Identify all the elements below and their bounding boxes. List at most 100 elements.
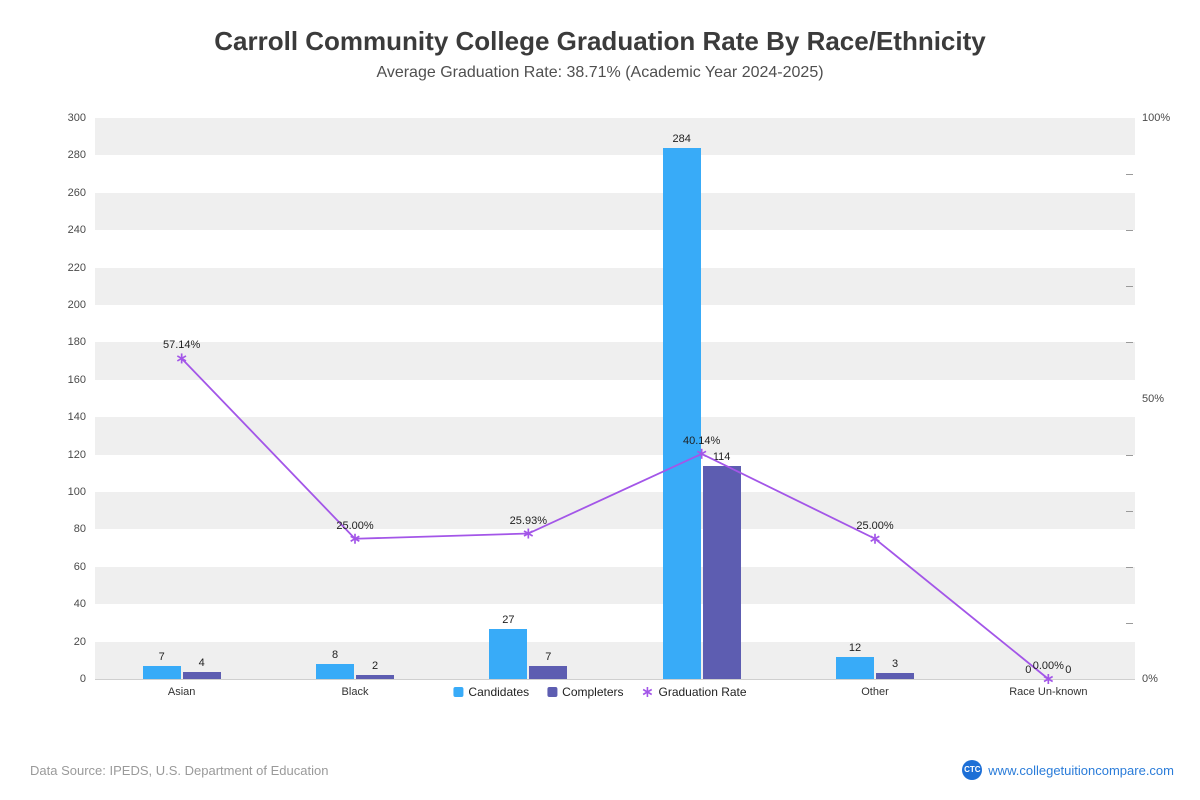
ctc-logo-icon: CTC	[962, 760, 983, 780]
completers-bar	[182, 671, 221, 679]
y-axis-tick-label: 0	[79, 673, 86, 685]
candidates-bar	[489, 628, 528, 679]
category-label: Black	[341, 686, 369, 698]
data-source: Data Source: IPEDS, U.S. Department of E…	[30, 763, 329, 778]
plot-band	[95, 230, 1135, 268]
y-axis-tick-label: 180	[67, 336, 86, 349]
bar-value-label: 8	[331, 649, 339, 662]
graduation-rate-line	[176, 353, 1054, 684]
bar-value-label: 12	[848, 641, 862, 654]
plot-band	[95, 155, 1135, 193]
rate-marker-icon	[176, 355, 187, 362]
category-label: Race Un-known	[1009, 686, 1088, 698]
chart-subtitle: Average Graduation Rate: 38.71% (Academi…	[376, 64, 824, 81]
legend-item-graduation-rate[interactable]: Graduation Rate	[642, 685, 747, 699]
category-label: Asian	[167, 686, 196, 698]
plot-band	[95, 604, 1135, 642]
bar-value-label: 284	[672, 132, 691, 145]
rate-value-label: 57.14%	[163, 339, 201, 352]
pct-axis-tick	[1126, 174, 1133, 176]
rate-marker-icon	[350, 535, 360, 542]
rate-value-label: 25.93%	[509, 514, 547, 527]
legend-item-completers[interactable]: Completers	[547, 685, 624, 699]
candidates-bar	[142, 665, 181, 679]
plot-band	[95, 192, 1135, 231]
rate-value-label: 25.00%	[336, 519, 374, 532]
y-axis-tick-label: 160	[67, 373, 86, 386]
rate-marker-icon	[696, 450, 707, 458]
graduation-rate-marker-icon	[642, 687, 653, 697]
rate-marker-icon	[523, 530, 534, 537]
pct-axis-tick	[1126, 230, 1133, 232]
legend-label-completers: Completers	[562, 685, 624, 699]
plot-band	[95, 379, 1135, 418]
bar-value-label: 7	[158, 650, 165, 663]
pct-axis-tick	[1126, 454, 1133, 456]
legend-item-candidates[interactable]: Candidates	[453, 685, 529, 699]
y-axis-tick-label: 200	[67, 299, 86, 311]
y-axis-tick-label: 220	[67, 261, 86, 274]
pct-axis-label: 100%	[1142, 112, 1171, 124]
pct-axis-tick	[1126, 622, 1133, 624]
candidates-bar	[836, 656, 874, 679]
y-axis-tick-label: 300	[67, 112, 86, 124]
y-axis-tick-label: 260	[67, 186, 86, 199]
category-label: Other	[861, 686, 889, 698]
bar-value-label: 27	[502, 613, 515, 626]
y-axis-tick-label: 40	[73, 598, 86, 611]
candidates-bar	[662, 147, 701, 679]
website-link[interactable]: www.collegetuitioncompare.com	[988, 762, 1174, 778]
bar-value-label: 114	[712, 450, 731, 463]
completers-bar	[529, 665, 568, 679]
chart-title: Carroll Community College Graduation Rat…	[214, 26, 986, 56]
pct-axis-tick	[1126, 286, 1133, 288]
legend: Candidates Completers Graduation Rate	[445, 683, 755, 701]
plot-area: 7 8 27 284 12 0 4 2 7 114 3 0 57.14% 25.00% 25.93% 40.1…	[95, 118, 1135, 684]
left-y-axis: 0 20 40 60 80 100 120 140 160 180 200 220 240 260 280 3…	[0, 112, 86, 685]
plot-band	[95, 641, 1135, 679]
plot-band	[95, 454, 1135, 492]
y-axis-tick-label: 60	[73, 560, 86, 573]
y-axis-tick-label: 240	[67, 224, 86, 237]
rate-marker-icon	[1043, 675, 1054, 683]
plot-band	[95, 492, 1135, 530]
rate-value-label: 25.00%	[856, 519, 894, 532]
pct-axis-tick	[1126, 510, 1133, 512]
candidates-bar	[316, 664, 354, 679]
plot-band	[95, 342, 1135, 380]
y-axis-tick-label: 280	[67, 149, 86, 162]
bar-value-label: 0	[1065, 664, 1072, 676]
plot-band	[95, 566, 1135, 605]
rate-marker-icon	[870, 535, 880, 542]
pct-axis-label: 50%	[1142, 392, 1165, 405]
y-axis-tick-label: 80	[73, 523, 86, 536]
candidates-swatch	[453, 687, 464, 697]
rate-value-label: 0.00%	[1032, 660, 1064, 672]
pct-axis-tick	[1126, 342, 1133, 344]
pct-axis-tick	[1126, 566, 1133, 568]
plot-band	[95, 267, 1135, 305]
plot-band	[95, 529, 1135, 567]
completers-bar	[702, 465, 741, 679]
bar-value-label: 4	[198, 656, 205, 669]
x-axis-labels: Asian Black Other Race Un-known	[95, 686, 1135, 702]
bar-value-label: 7	[545, 650, 552, 663]
y-axis-tick-label: 20	[73, 635, 86, 648]
legend-label-graduation-rate: Graduation Rate	[658, 685, 747, 699]
y-axis-tick-label: 120	[67, 448, 86, 461]
bar-value-label: 0	[1025, 664, 1032, 676]
bar-value-label: 2	[371, 660, 379, 673]
completers-swatch	[547, 687, 558, 697]
plot-band	[95, 305, 1135, 343]
completers-bar	[876, 673, 914, 679]
y-axis-tick-label: 140	[67, 411, 86, 424]
legend-label-candidates: Candidates	[468, 685, 530, 699]
pct-axis-label: 0%	[1142, 673, 1158, 685]
completers-bar	[356, 675, 394, 679]
site-link-group: CTC www.collegetuitioncompare.com	[962, 760, 1174, 780]
plot-band	[95, 118, 1135, 156]
y-axis-tick-label: 100	[67, 486, 86, 498]
bar-value-label: 3	[891, 658, 899, 671]
rate-value-label: 40.14%	[683, 434, 721, 447]
